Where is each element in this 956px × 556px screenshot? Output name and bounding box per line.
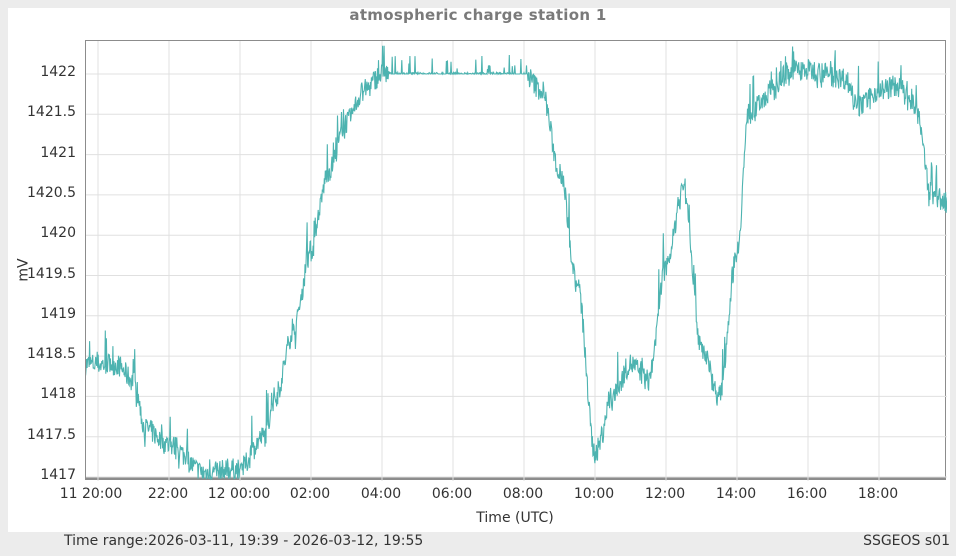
time-range-label: Time range:2026-03-11, 19:39 - 2026-03-1… bbox=[64, 533, 424, 549]
y-tick-label: 1421.5 bbox=[27, 104, 76, 121]
x-tick-label: 02:00 bbox=[289, 486, 331, 502]
y-tick-label: 1418 bbox=[40, 386, 76, 403]
plot-area bbox=[85, 40, 947, 481]
line-chart bbox=[86, 41, 947, 481]
station-label: SSGEOS s01 bbox=[863, 533, 950, 549]
x-tick-label: 11 20:00 bbox=[59, 486, 123, 502]
x-tick-label: 14:00 bbox=[715, 486, 757, 502]
x-tick-label: 10:00 bbox=[573, 486, 615, 502]
y-tick-label: 1419.5 bbox=[27, 265, 76, 282]
y-tick-label: 1421 bbox=[40, 144, 76, 161]
chart-title: atmospheric charge station 1 bbox=[349, 6, 607, 24]
y-axis-title: mV bbox=[15, 258, 32, 282]
y-tick-label: 1417 bbox=[40, 467, 76, 483]
x-tick-label: 12 00:00 bbox=[207, 486, 271, 502]
x-tick-label: 08:00 bbox=[502, 486, 544, 502]
x-tick-label: 18:00 bbox=[857, 486, 899, 502]
y-tick-label: 1420.5 bbox=[27, 184, 76, 201]
x-tick-label: 12:00 bbox=[644, 486, 686, 502]
y-tick-label: 1419 bbox=[40, 305, 76, 322]
x-tick-label: 06:00 bbox=[431, 486, 473, 502]
y-tick-label: 1417.5 bbox=[27, 426, 76, 443]
x-axis-title: Time (UTC) bbox=[476, 510, 554, 526]
x-tick-label: 04:00 bbox=[360, 486, 402, 502]
data-series-line bbox=[86, 45, 947, 481]
y-tick-label: 1420 bbox=[40, 225, 76, 242]
y-tick-label: 1422 bbox=[40, 64, 76, 80]
x-tick-label: 16:00 bbox=[786, 486, 828, 502]
x-tick-label: 22:00 bbox=[147, 486, 189, 502]
y-tick-label: 1418.5 bbox=[27, 346, 76, 363]
